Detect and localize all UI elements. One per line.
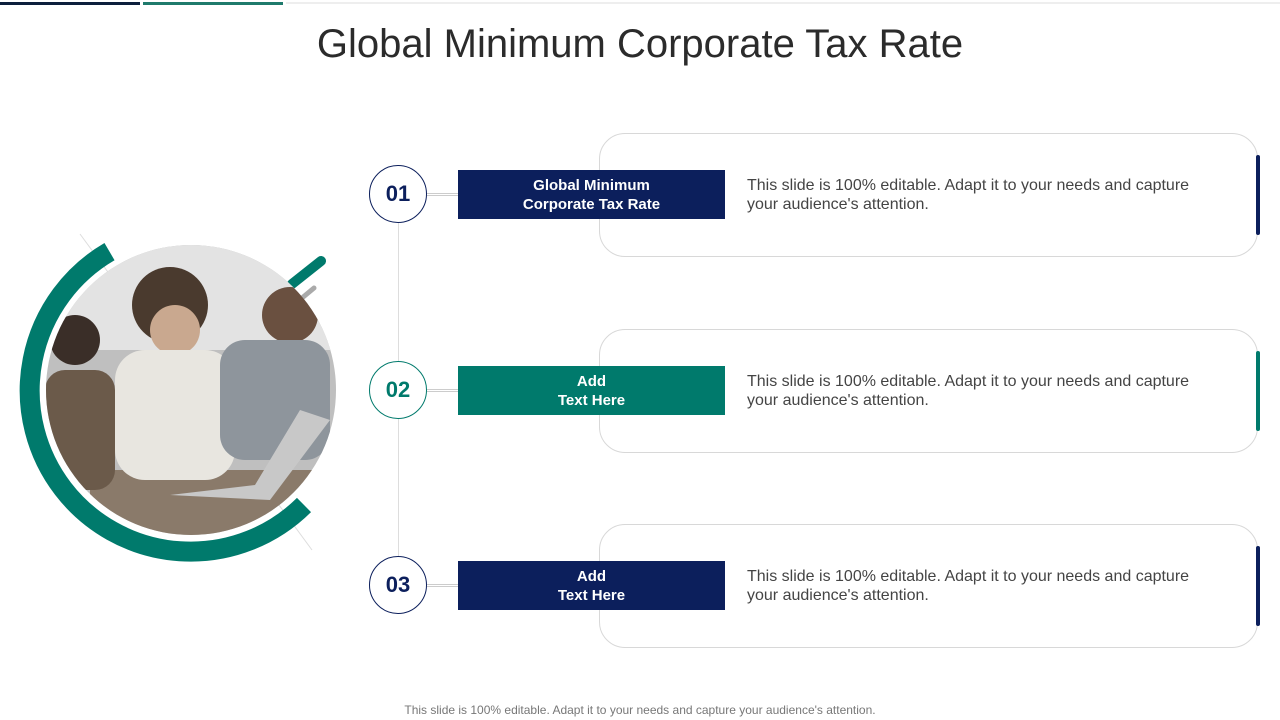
top-bar-teal bbox=[143, 2, 283, 5]
card-accent bbox=[1256, 155, 1260, 235]
step-label: Global Minimum Corporate Tax Rate bbox=[458, 170, 725, 219]
step-label: Add Text Here bbox=[458, 561, 725, 610]
step-description: This slide is 100% editable. Adapt it to… bbox=[747, 568, 1190, 604]
step-description: This slide is 100% editable. Adapt it to… bbox=[747, 373, 1190, 409]
card-accent bbox=[1256, 351, 1260, 431]
step-number: 02 bbox=[369, 361, 427, 419]
footer-note: This slide is 100% editable. Adapt it to… bbox=[404, 703, 876, 717]
step-number: 03 bbox=[369, 556, 427, 614]
top-bar-navy bbox=[0, 2, 140, 5]
connector bbox=[427, 193, 458, 196]
card-accent bbox=[1256, 546, 1260, 626]
step-label: Add Text Here bbox=[458, 366, 725, 415]
top-bar-gray bbox=[286, 2, 1280, 4]
teal-dash bbox=[287, 256, 326, 289]
connector bbox=[427, 584, 458, 587]
step-number: 01 bbox=[369, 165, 427, 223]
connector bbox=[427, 389, 458, 392]
photo-graphic bbox=[19, 233, 336, 562]
teal-arc bbox=[19, 242, 312, 562]
gray-dash bbox=[299, 285, 317, 301]
step-description: This slide is 100% editable. Adapt it to… bbox=[747, 177, 1190, 213]
page-title: Global Minimum Corporate Tax Rate bbox=[316, 22, 964, 66]
